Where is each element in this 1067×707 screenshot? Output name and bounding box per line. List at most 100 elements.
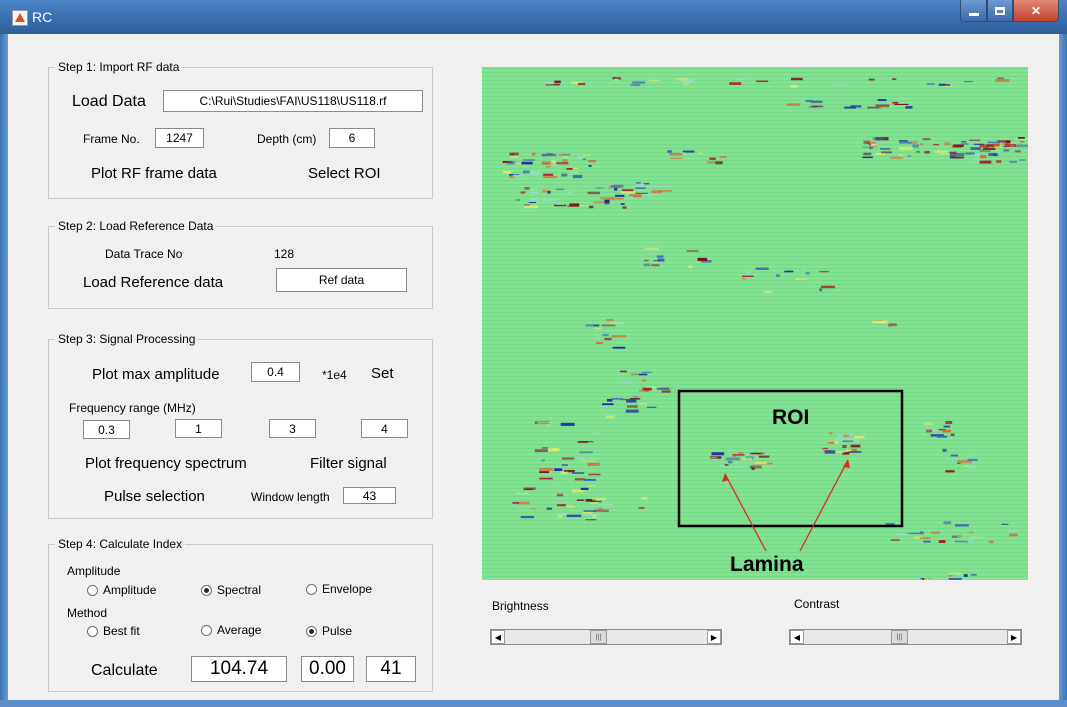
brightness-thumb[interactable]: ||| [590, 630, 607, 644]
rf-speckle [738, 452, 744, 455]
rf-speckle [926, 429, 933, 433]
rf-speckle [593, 201, 608, 204]
rf-speckles [502, 77, 1028, 580]
rf-speckle [970, 574, 977, 576]
rf-speckle [629, 196, 633, 200]
set-button[interactable]: Set [371, 365, 394, 382]
contrast-right-arrow-icon[interactable]: ▶ [1007, 630, 1021, 644]
rf-speckle [988, 145, 1002, 148]
rf-speckle [1014, 144, 1028, 148]
radio-average[interactable]: Average [201, 623, 261, 637]
rf-speckle [644, 259, 649, 262]
radio-amplitude[interactable]: Amplitude [87, 583, 156, 597]
max-amplitude-field[interactable]: 0.4 [251, 362, 300, 382]
radio-best-fit[interactable]: Best fit [87, 624, 140, 638]
rf-speckle [933, 143, 940, 146]
rf-speckle [732, 454, 745, 456]
rf-speckle [750, 452, 762, 455]
rf-speckle [922, 138, 931, 140]
radio-pulse[interactable]: Pulse [306, 624, 352, 638]
rf-speckle [541, 153, 557, 157]
reference-field[interactable]: Ref data [276, 268, 407, 292]
close-button[interactable]: ✕ [1013, 0, 1059, 22]
rf-speckle [554, 468, 563, 471]
rf-speckle [606, 398, 613, 402]
rf-speckle [688, 265, 693, 269]
lamina-arrow-right [799, 459, 849, 552]
rf-speckle [611, 398, 623, 400]
minimize-button[interactable] [960, 0, 987, 22]
rf-speckle [844, 106, 856, 109]
calculate-button[interactable]: Calculate [91, 662, 158, 679]
rf-speckle [890, 539, 900, 541]
rf-speckle [629, 398, 641, 400]
radio-spectral[interactable]: Spectral [201, 583, 261, 597]
rf-speckle [795, 278, 808, 280]
brightness-slider[interactable]: ◀ ||| ▶ [490, 629, 722, 645]
freq-min-field[interactable]: 0.3 [83, 420, 130, 439]
window-length-field[interactable]: 43 [343, 487, 396, 504]
result-pulse-field[interactable]: 41 [366, 656, 416, 682]
rf-speckle [811, 105, 824, 108]
freq-high-field[interactable]: 3 [269, 419, 316, 438]
rf-speckle [626, 405, 638, 408]
rf-speckle [924, 423, 934, 425]
maximize-button[interactable] [987, 0, 1013, 22]
rf-speckle [566, 168, 573, 170]
rf-speckle [822, 449, 832, 451]
contrast-left-arrow-icon[interactable]: ◀ [790, 630, 804, 644]
rf-speckle [943, 425, 951, 428]
rf-speckle [517, 501, 530, 505]
depth-field[interactable]: 6 [329, 128, 375, 148]
rf-speckle [724, 464, 729, 466]
rf-speckle [938, 83, 951, 86]
rf-speckle [551, 160, 556, 163]
plot-max-amplitude-button[interactable]: Plot max amplitude [92, 366, 220, 383]
plot-rf-frame-button[interactable]: Plot RF frame data [91, 165, 217, 182]
rf-speckle [526, 171, 540, 175]
rf-speckle [635, 192, 649, 194]
rf-speckle [875, 104, 890, 108]
rf-speckle [802, 268, 806, 270]
frequency-range-label: Frequency range (MHz) [69, 401, 196, 415]
plot-frequency-spectrum-button[interactable]: Plot frequency spectrum [85, 455, 247, 472]
rf-speckle [594, 509, 609, 512]
rf-speckle [846, 432, 853, 436]
result-index-field[interactable]: 104.74 [191, 656, 287, 682]
rf-speckle [611, 184, 624, 188]
method-group-label: Method [67, 606, 108, 620]
filter-signal-button[interactable]: Filter signal [310, 455, 387, 472]
rf-speckle [791, 77, 803, 81]
rf-speckle [585, 499, 596, 502]
rf-ultrasound-image[interactable]: ROI Lamina [482, 67, 1028, 580]
brightness-left-arrow-icon[interactable]: ◀ [491, 630, 505, 644]
rf-speckle [894, 103, 909, 105]
rf-speckle [597, 503, 613, 506]
freq-max-field[interactable]: 4 [361, 419, 408, 438]
rf-speckle [930, 434, 944, 437]
pulse-selection-button[interactable]: Pulse selection [104, 488, 205, 505]
rf-speckle [790, 85, 799, 88]
load-data-button[interactable]: Load Data [72, 93, 146, 110]
rf-speckle [646, 406, 657, 408]
rf-speckle [751, 466, 755, 470]
freq-low-field[interactable]: 1 [175, 419, 222, 438]
brightness-right-arrow-icon[interactable]: ▶ [707, 630, 721, 644]
rf-speckle [620, 370, 627, 373]
contrast-thumb[interactable]: ||| [891, 630, 908, 644]
step1-title: Step 1: Import RF data [55, 60, 183, 74]
radio-button-icon [87, 625, 98, 637]
file-path-field[interactable]: C:\Rui\Studies\FAI\US118\US118.rf [163, 90, 423, 112]
rf-speckle [712, 459, 716, 461]
rf-speckle [591, 432, 600, 435]
frame-number-field[interactable]: 1247 [155, 128, 204, 148]
result-secondary-field[interactable]: 0.00 [301, 656, 354, 682]
rf-speckle [899, 140, 908, 142]
load-reference-button[interactable]: Load Reference data [83, 274, 224, 291]
rf-speckle [961, 141, 967, 143]
rf-speckle [854, 436, 865, 439]
select-roi-button[interactable]: Select ROI [308, 165, 381, 182]
radio-envelope[interactable]: Envelope [306, 582, 372, 596]
rf-speckle [617, 381, 633, 384]
contrast-slider[interactable]: ◀ ||| ▶ [789, 629, 1022, 645]
